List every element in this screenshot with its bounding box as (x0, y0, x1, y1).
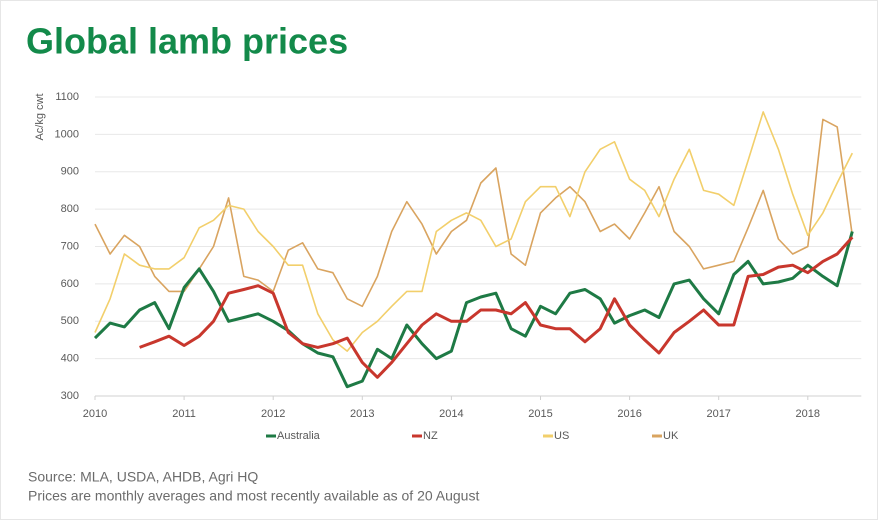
legend-label: US (554, 430, 569, 442)
series-line (94, 111, 854, 352)
y-tick-label: 400 (61, 353, 79, 365)
y-tick-label: 600 (61, 278, 79, 290)
y-tick-label: 1100 (55, 91, 79, 103)
y-tick-label: 500 (61, 315, 79, 327)
x-tick-label: 2016 (617, 408, 641, 420)
y-tick-label: 300 (61, 390, 79, 402)
chart-title: Global lamb prices (26, 21, 348, 62)
x-tick-label: 2014 (439, 408, 463, 420)
y-tick-label: 700 (61, 240, 79, 252)
x-tick-label: 2012 (261, 408, 285, 420)
y-tick-label: 800 (61, 203, 79, 215)
x-tick-label: 2013 (350, 408, 374, 420)
x-tick-label: 2018 (796, 408, 820, 420)
x-tick-label: 2010 (83, 408, 107, 420)
x-tick-label: 2017 (706, 408, 730, 420)
source: Source: MLA, USDA, AHDB, Agri HQ (28, 469, 258, 485)
x-tick-label: 2011 (172, 408, 196, 420)
y-tick-label: 900 (61, 166, 79, 178)
y-axis-label: Ac/kg cwt (34, 93, 46, 140)
note: Prices are monthly averages and most rec… (28, 488, 479, 504)
series-line (94, 118, 854, 308)
legend-label: NZ (423, 430, 438, 442)
series-line (139, 236, 854, 379)
x-tick-label: 2015 (528, 408, 552, 420)
legend-label: UK (663, 430, 679, 442)
y-tick-label: 1000 (55, 128, 79, 140)
legend-label: Australia (277, 430, 321, 442)
